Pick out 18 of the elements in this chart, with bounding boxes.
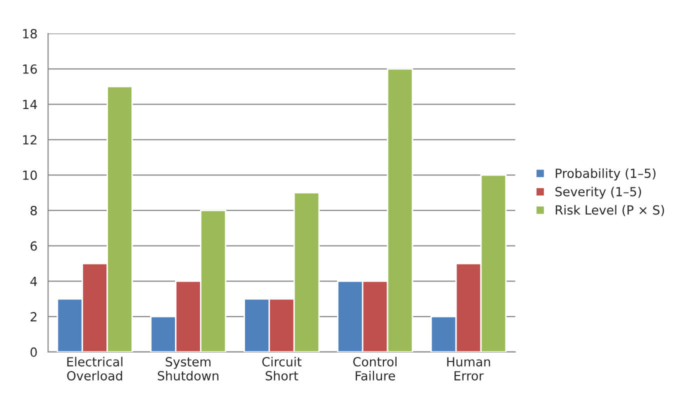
legend-label: Severity (1–5) — [555, 186, 642, 199]
y-tick-label: 2 — [30, 312, 36, 322]
x-tick-label: Circuit Short — [262, 356, 302, 380]
y-tick-label: 8 — [30, 206, 37, 216]
y-tick-label: 6 — [30, 241, 37, 251]
x-tick-label: Electrical Overload — [67, 356, 122, 380]
y-tick-label: 12 — [23, 135, 36, 144]
y-tick-label: 16 — [23, 64, 37, 74]
y-tick-label: 10 — [23, 170, 37, 180]
y-tick-label: 4 — [30, 276, 37, 286]
y-tick-label: 14 — [23, 100, 37, 110]
legend-label: Probability (1–5) — [556, 168, 656, 180]
y-tick-label: 18 — [23, 28, 37, 38]
x-tick-label: Human Error — [447, 357, 490, 380]
x-tick-label: Control Failure — [353, 356, 397, 380]
x-tick-label: System Shutdown — [158, 357, 218, 380]
y-tick-label: 0 — [30, 347, 37, 357]
legend-label: Risk Level (P × S) — [556, 205, 664, 216]
